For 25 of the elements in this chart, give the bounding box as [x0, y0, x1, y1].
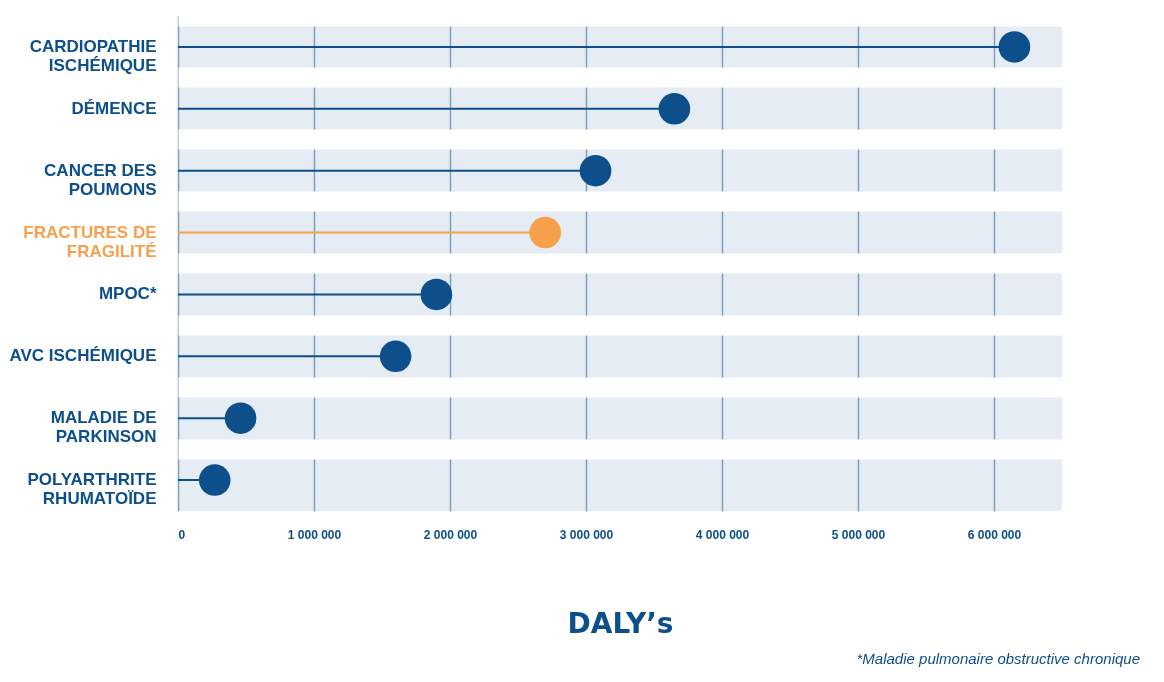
point [224, 402, 257, 434]
y-tick-label: POLYARTHRITE RHUMATOÏDE [27, 470, 157, 509]
point [579, 154, 612, 187]
y-tick-label: MALADIE DE PARKINSON [50, 408, 157, 447]
x-tick-label: 5 000 000 [831, 527, 886, 542]
x-tick-label: 6 000 000 [967, 527, 1022, 542]
point [529, 216, 562, 249]
x-tick-label: 1 000 000 [287, 527, 342, 542]
x-axis-title: DALY’s [567, 606, 674, 640]
y-tick-label: CARDIOPATHIE ISCHÉMIQUE [29, 36, 157, 75]
x-tick-label: 2 000 000 [423, 527, 478, 542]
y-tick-label: MPOC* [98, 284, 157, 304]
point [658, 93, 691, 125]
y-tick-label: FRACTURES DE FRAGILITÉ [23, 222, 157, 261]
point [198, 464, 231, 496]
x-tick-label: 0 [178, 527, 186, 542]
point [379, 340, 412, 373]
y-tick-label: DÉMENCE [71, 98, 157, 118]
x-tick-label: 4 000 000 [695, 527, 750, 542]
x-tick-label: 3 000 000 [559, 527, 614, 542]
point [420, 278, 453, 311]
point [998, 31, 1031, 63]
y-tick-label: CANCER DES POUMONS [44, 160, 157, 199]
y-tick-label: AVC ISCHÉMIQUE [9, 346, 157, 366]
text: *Maladie pulmonaire obstructive chronique [856, 650, 1140, 667]
